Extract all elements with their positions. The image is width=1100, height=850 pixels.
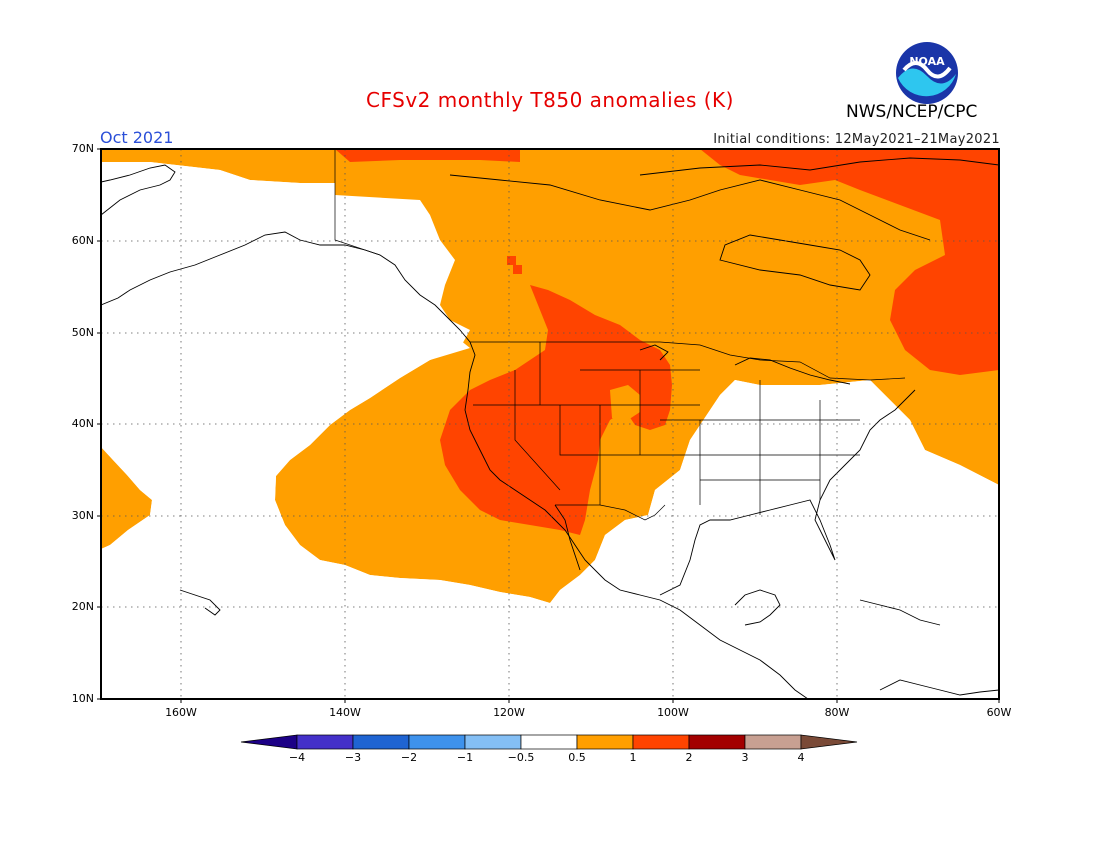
colorbar-left-arrow	[240, 734, 298, 750]
colorbar-swatch-6	[576, 734, 634, 750]
colorbar-label: 0.5	[568, 751, 586, 764]
colorbar-right-arrow	[800, 734, 858, 750]
colorbar-label: 4	[797, 751, 805, 764]
no-anomaly-areas	[101, 162, 999, 699]
red-top	[335, 149, 520, 162]
colorbar-label: −1	[456, 751, 474, 764]
lon-label-160w: 160W	[165, 706, 197, 719]
colorbar-swatch-2	[352, 734, 410, 750]
colorbar-label: −4	[288, 751, 306, 764]
colorbar-label: 1	[629, 751, 637, 764]
lat-label-50n: 50N	[71, 326, 94, 339]
lon-label-60w: 60W	[986, 706, 1012, 719]
anomaly-region-1-2	[335, 149, 999, 535]
red-speck	[507, 256, 516, 265]
lon-label-120w: 120W	[493, 706, 525, 719]
borders	[334, 149, 906, 521]
colorbar-swatch-8	[688, 734, 746, 750]
colorbar-swatch-9	[744, 734, 802, 750]
colorbar-swatch-4	[464, 734, 522, 750]
noaa-logo-text: NOAA	[909, 55, 945, 68]
anomaly-fill-layer	[101, 149, 999, 699]
map-title: CFSv2 monthly T850 anomalies (K)	[366, 88, 734, 112]
colorbar-label: 3	[741, 751, 749, 764]
lat-label-30n: 30N	[71, 509, 94, 522]
lon-label-80w: 80W	[824, 706, 850, 719]
red-speck-2	[513, 265, 522, 274]
colorbar-label: −3	[344, 751, 362, 764]
agency-label: NWS/NCEP/CPC	[846, 102, 978, 122]
orange-hole-west	[610, 385, 640, 420]
colorbar-swatch-7	[632, 734, 690, 750]
colorbar-swatch-5	[520, 734, 578, 750]
colorbar-label: −0.5	[507, 751, 535, 764]
red-northeast	[700, 149, 999, 375]
forecast-month: Oct 2021	[100, 128, 174, 147]
colorbar-label: −2	[400, 751, 418, 764]
initial-conditions: Initial conditions: 12May2021–21May2021	[713, 132, 1000, 147]
colorbar	[240, 734, 858, 750]
colorbar-label: 2	[685, 751, 693, 764]
lat-label-10n: 10N	[71, 692, 94, 705]
red-west	[440, 285, 672, 535]
coastlines	[101, 157, 999, 699]
colorbar-swatch-3	[408, 734, 466, 750]
lat-label-70n: 70N	[71, 142, 94, 155]
orange-west-patch	[101, 447, 152, 549]
lon-label-100w: 100W	[657, 706, 689, 719]
lon-label-140w: 140W	[329, 706, 361, 719]
noaa-logo: NOAA	[894, 40, 960, 110]
colorbar-swatch-1	[296, 734, 354, 750]
lat-label-20n: 20N	[71, 600, 94, 613]
axis-ticks	[97, 148, 1000, 703]
lat-label-60n: 60N	[71, 234, 94, 247]
lat-label-40n: 40N	[71, 417, 94, 430]
